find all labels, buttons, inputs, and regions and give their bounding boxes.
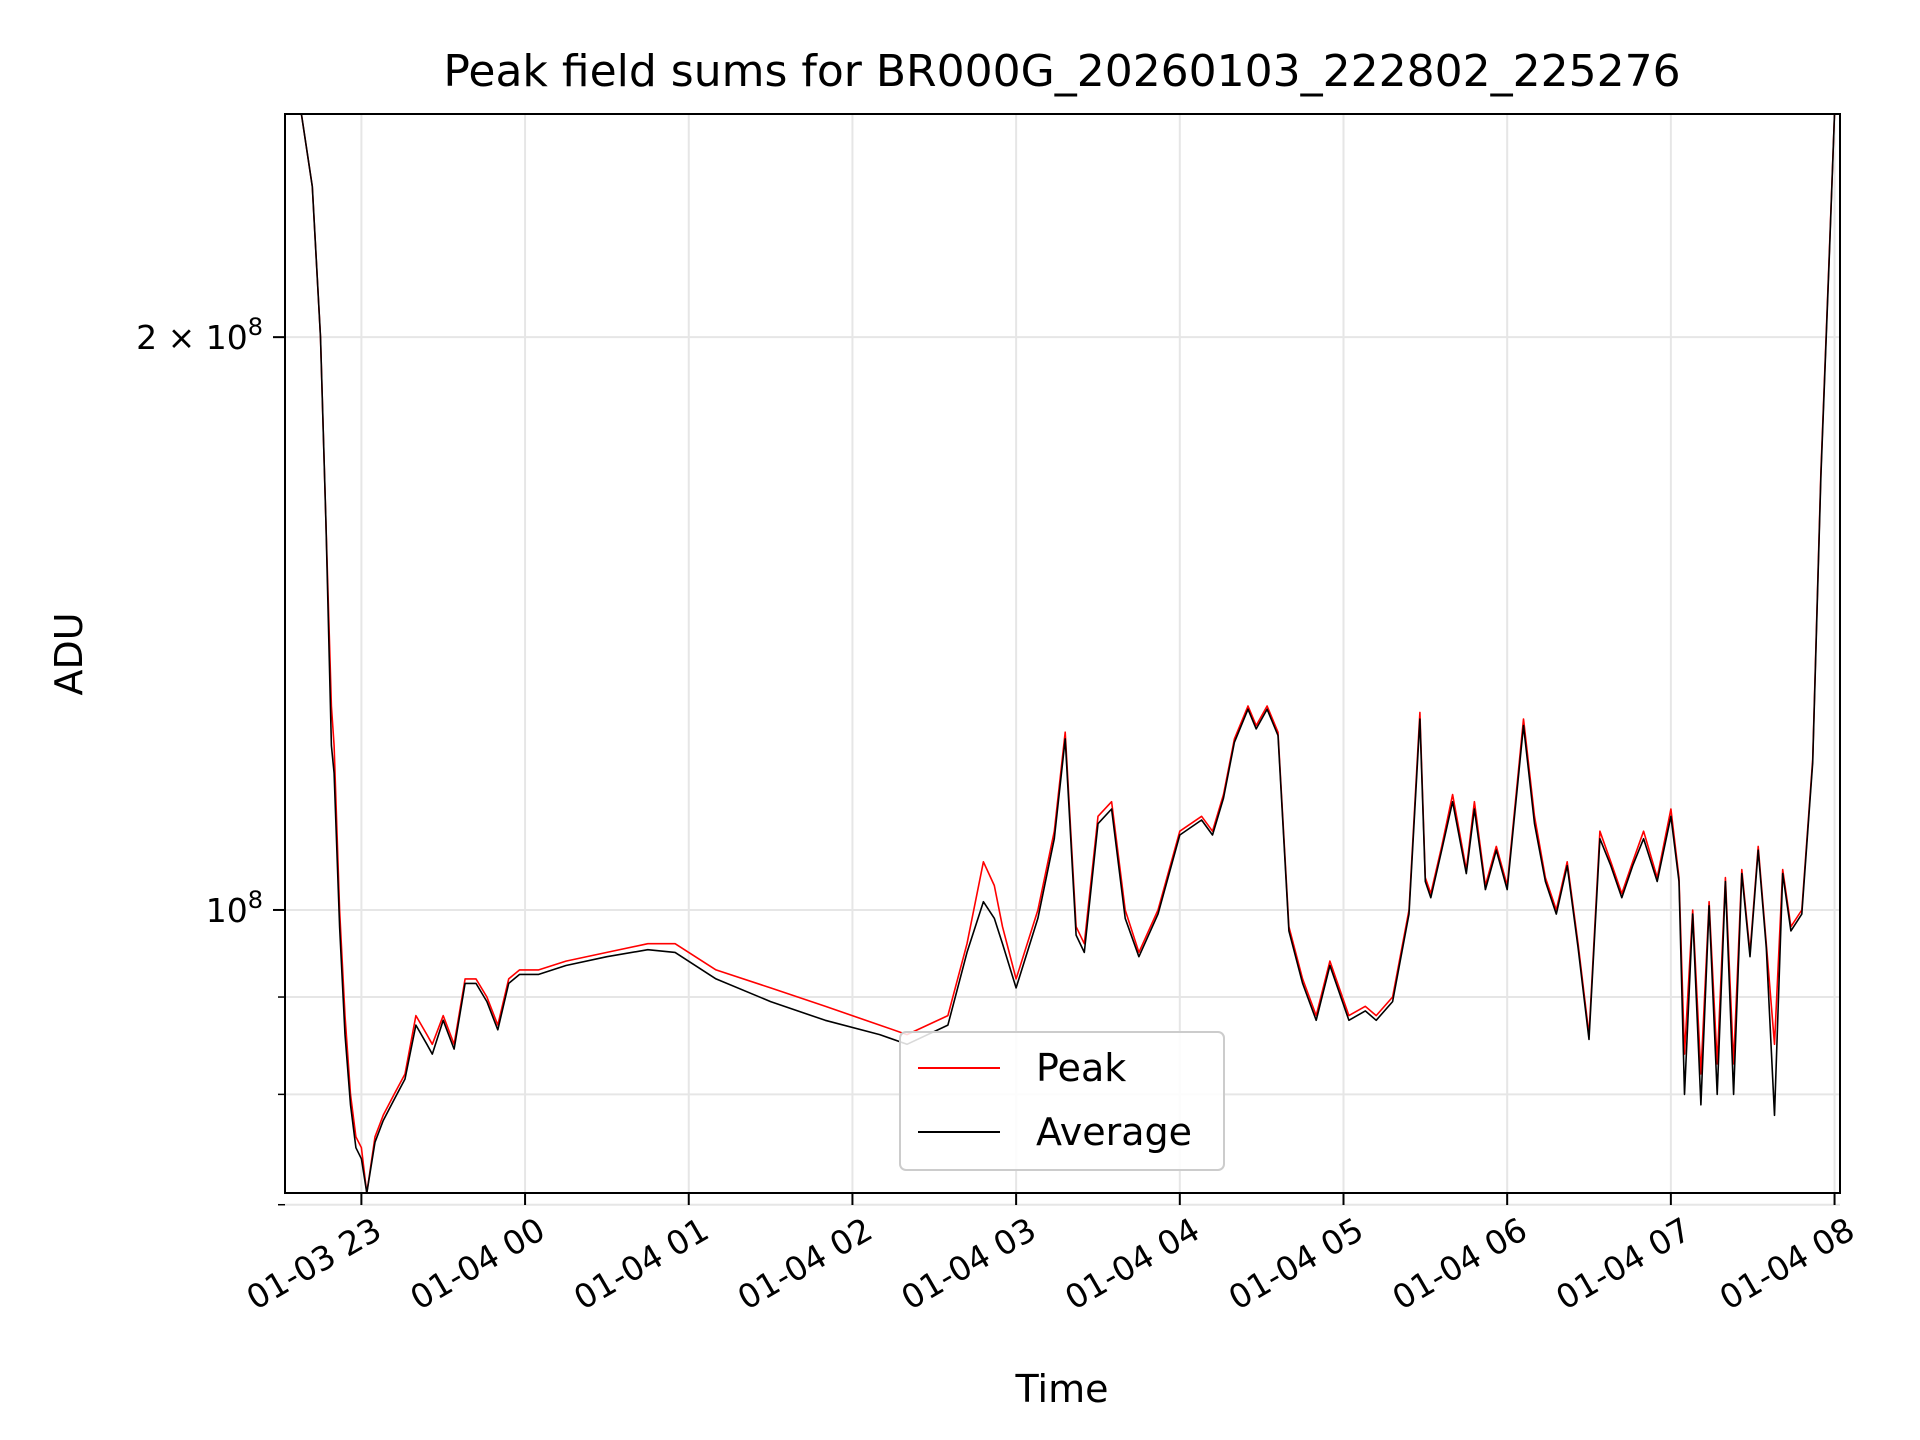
y-tick-label: 108 [206, 886, 263, 930]
legend-label-average: Average [1036, 1110, 1192, 1154]
plot-frame [284, 113, 1841, 1194]
x-axis-label: Time [1015, 1367, 1109, 1411]
series-lines [285, 114, 1840, 1193]
legend-frame [899, 1031, 1225, 1171]
legend-label-peak: Peak [1036, 1046, 1126, 1090]
series-line-average [285, 114, 1840, 1193]
legend: Peak Average [899, 1031, 1225, 1171]
y-axis: 108 2 × 108 [136, 313, 285, 1206]
y-axis-label: ADU [47, 612, 91, 695]
chart-title: Peak field sums for BR000G_20260103_2228… [443, 46, 1680, 97]
y-tick-label: 2 × 108 [136, 313, 263, 357]
